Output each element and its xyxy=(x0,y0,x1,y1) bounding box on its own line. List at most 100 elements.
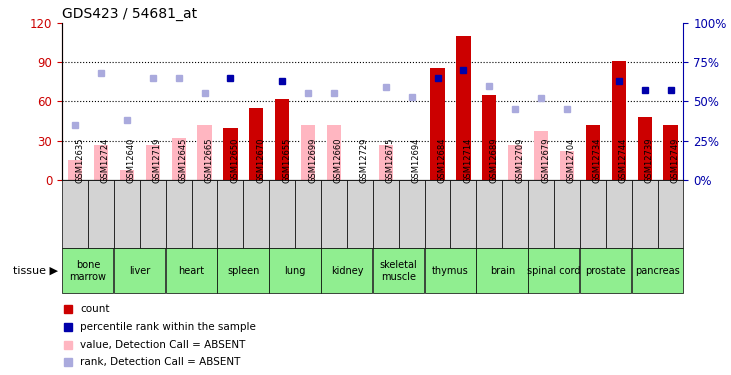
Bar xyxy=(243,180,269,248)
Bar xyxy=(120,170,134,180)
Text: liver: liver xyxy=(129,266,151,276)
Bar xyxy=(166,248,217,293)
Bar xyxy=(632,248,683,293)
Bar xyxy=(321,180,347,248)
Bar xyxy=(398,180,425,248)
Text: tissue ▶: tissue ▶ xyxy=(13,266,58,276)
Text: heart: heart xyxy=(178,266,205,276)
Bar xyxy=(192,180,218,248)
Bar xyxy=(637,117,652,180)
Text: spinal cord: spinal cord xyxy=(527,266,581,276)
Bar xyxy=(249,125,263,180)
Text: spleen: spleen xyxy=(227,266,260,276)
Bar xyxy=(94,145,108,180)
Bar xyxy=(301,125,315,180)
Bar xyxy=(502,180,528,248)
Text: GSM12679: GSM12679 xyxy=(541,138,550,183)
Text: GSM12650: GSM12650 xyxy=(230,138,240,183)
Bar xyxy=(145,145,160,180)
Bar xyxy=(327,125,341,180)
Text: skeletal
muscle: skeletal muscle xyxy=(380,260,417,282)
Text: GSM12645: GSM12645 xyxy=(178,138,188,183)
Bar xyxy=(373,180,398,248)
Text: thymus: thymus xyxy=(432,266,469,276)
Text: rank, Detection Call = ABSENT: rank, Detection Call = ABSENT xyxy=(80,357,240,368)
Text: GSM12744: GSM12744 xyxy=(618,138,628,183)
Bar xyxy=(632,180,658,248)
Bar xyxy=(172,138,186,180)
Text: GSM12684: GSM12684 xyxy=(438,138,447,183)
Bar xyxy=(431,68,444,180)
Bar xyxy=(347,180,373,248)
Bar xyxy=(425,180,450,248)
Bar xyxy=(554,180,580,248)
Bar xyxy=(425,248,476,293)
Bar xyxy=(580,180,606,248)
Bar xyxy=(477,248,528,293)
Bar xyxy=(62,248,113,293)
Bar xyxy=(114,180,140,248)
Bar xyxy=(321,248,372,293)
Text: GSM12699: GSM12699 xyxy=(308,138,317,183)
Text: GSM12724: GSM12724 xyxy=(101,138,110,183)
Text: count: count xyxy=(80,304,110,314)
Bar xyxy=(295,180,321,248)
Text: GSM12709: GSM12709 xyxy=(515,138,524,183)
Text: GSM12689: GSM12689 xyxy=(489,138,499,183)
Bar xyxy=(528,248,580,293)
Bar xyxy=(379,145,393,180)
Text: GSM12729: GSM12729 xyxy=(360,138,369,183)
Bar xyxy=(275,99,289,180)
Bar xyxy=(269,248,320,293)
Text: GSM12670: GSM12670 xyxy=(257,138,265,183)
Bar xyxy=(373,248,424,293)
Text: GSM12665: GSM12665 xyxy=(205,138,213,183)
Bar xyxy=(456,36,471,180)
Bar xyxy=(218,180,243,248)
Bar xyxy=(197,125,212,180)
Bar xyxy=(249,108,263,180)
Text: GSM12655: GSM12655 xyxy=(282,138,291,183)
Text: GSM12749: GSM12749 xyxy=(670,138,680,183)
Text: GSM12675: GSM12675 xyxy=(386,138,395,183)
Bar xyxy=(114,248,165,293)
Text: GSM12660: GSM12660 xyxy=(334,138,343,183)
Text: GSM12694: GSM12694 xyxy=(412,138,420,183)
Bar xyxy=(612,60,626,180)
Text: kidney: kidney xyxy=(330,266,363,276)
Text: value, Detection Call = ABSENT: value, Detection Call = ABSENT xyxy=(80,339,246,350)
Text: GSM12640: GSM12640 xyxy=(127,138,136,183)
Bar xyxy=(140,180,166,248)
Bar xyxy=(68,160,82,180)
Bar xyxy=(606,180,632,248)
Bar xyxy=(62,180,88,248)
Bar xyxy=(482,95,496,180)
Bar xyxy=(477,180,502,248)
Bar xyxy=(560,151,574,180)
Bar xyxy=(88,180,114,248)
Bar xyxy=(508,145,523,180)
Bar xyxy=(223,128,238,180)
Text: pancreas: pancreas xyxy=(635,266,680,276)
Text: GSM12635: GSM12635 xyxy=(75,138,84,183)
Bar xyxy=(269,180,295,248)
Text: brain: brain xyxy=(490,266,515,276)
Text: GSM12704: GSM12704 xyxy=(567,138,576,183)
Text: prostate: prostate xyxy=(586,266,626,276)
Text: lung: lung xyxy=(284,266,306,276)
Bar xyxy=(528,180,554,248)
Bar xyxy=(586,125,600,180)
Bar xyxy=(450,180,477,248)
Bar xyxy=(664,125,678,180)
Bar xyxy=(580,248,631,293)
Bar xyxy=(534,132,548,180)
Text: GDS423 / 54681_at: GDS423 / 54681_at xyxy=(62,8,197,21)
Text: GSM12719: GSM12719 xyxy=(153,138,162,183)
Text: percentile rank within the sample: percentile rank within the sample xyxy=(80,322,256,332)
Text: bone
marrow: bone marrow xyxy=(69,260,107,282)
Bar xyxy=(658,180,683,248)
Bar xyxy=(218,248,269,293)
Text: GSM12714: GSM12714 xyxy=(463,138,472,183)
Text: GSM12734: GSM12734 xyxy=(593,138,602,183)
Text: GSM12739: GSM12739 xyxy=(645,138,654,183)
